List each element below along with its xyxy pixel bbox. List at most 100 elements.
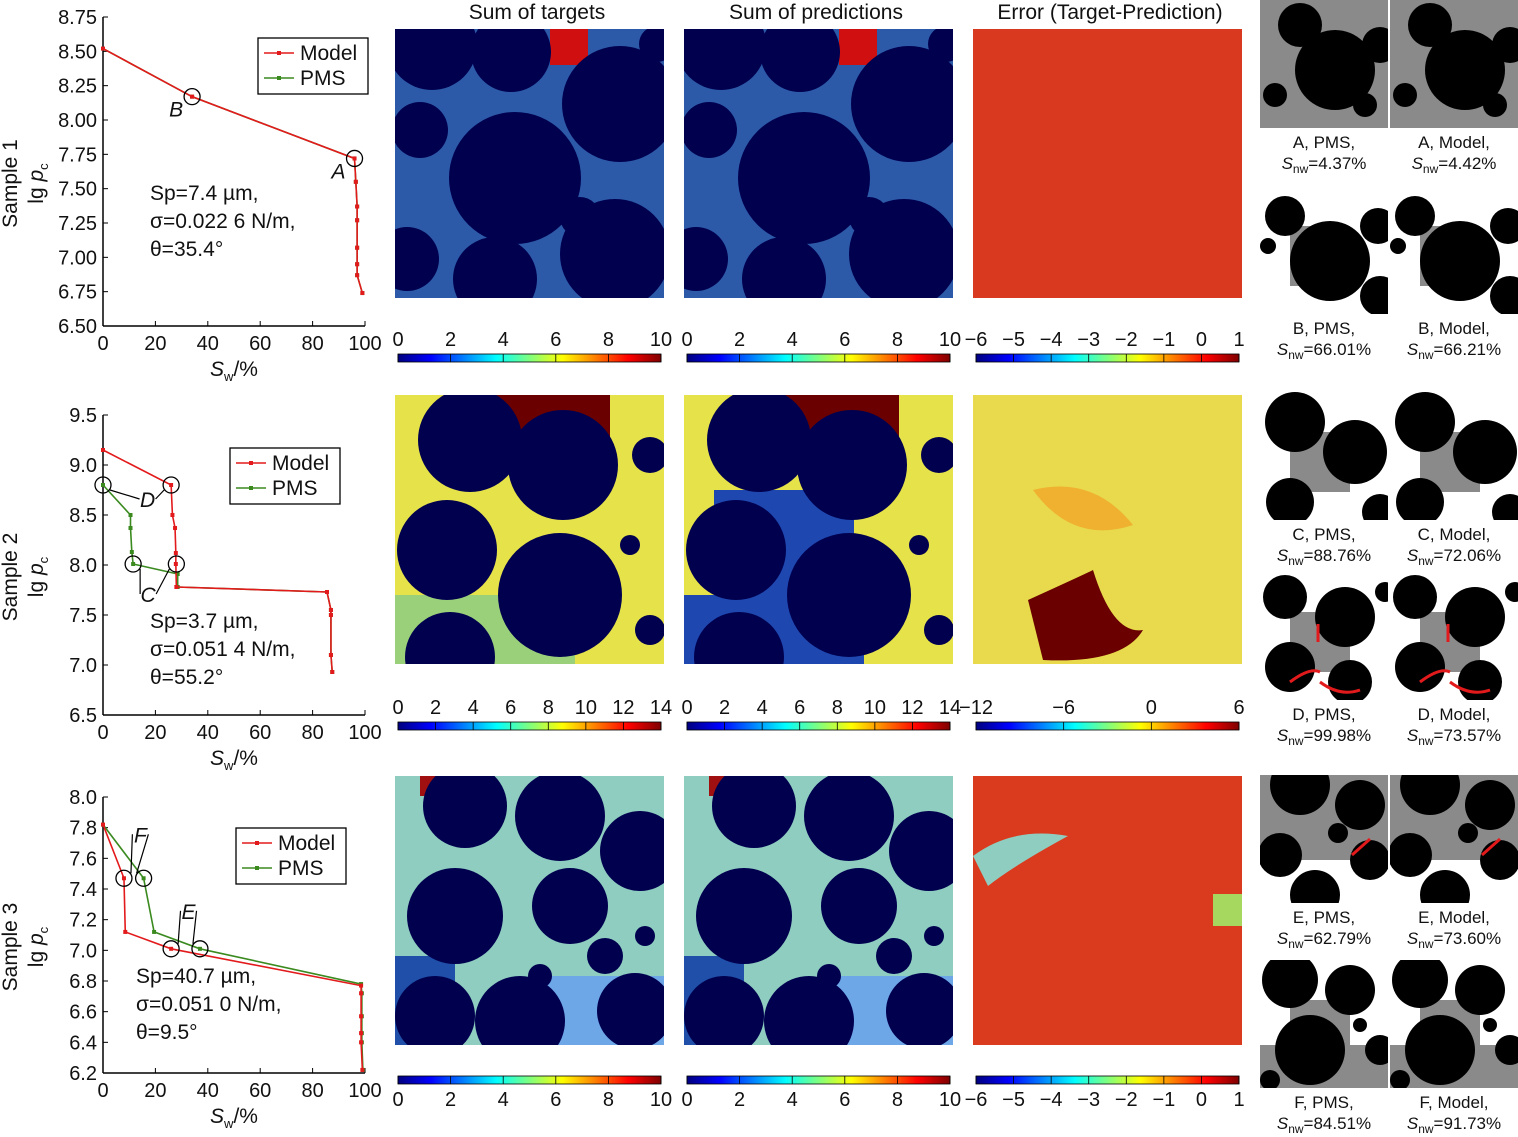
annotation-circle: [167, 555, 186, 573]
data-point-model: [328, 613, 333, 617]
thumbnail-a-pms: A, PMS, Snw=4.37%: [1260, 0, 1388, 176]
colorbar-tick-label: 0: [1196, 329, 1207, 351]
legend-marker: [277, 76, 281, 80]
thumbnail-caption-title: D, PMS,: [1292, 705, 1355, 724]
pore-body: [395, 976, 475, 1045]
pore-body: [407, 868, 503, 964]
x-tick-label: 80: [301, 333, 323, 355]
colorbar-bar: [397, 1075, 662, 1085]
data-point-model: [359, 991, 364, 996]
thumbnail-content: [1390, 392, 1518, 520]
annotation-label: C: [141, 584, 157, 607]
y-tick-label: 7.50: [58, 179, 97, 201]
thumbnail-caption-title: A, PMS,: [1293, 133, 1355, 152]
colorbar-tick-label: 10: [939, 329, 961, 351]
grain: [1392, 960, 1448, 1008]
colorbar-tick-label: 0: [681, 697, 692, 719]
colorbar-tick-label: 8: [603, 329, 614, 351]
parameter-text: θ=9.5°: [136, 1021, 198, 1044]
colorbar-tick-label: −4: [1040, 1089, 1063, 1111]
colorbar-tick-label: 6: [839, 329, 850, 351]
pore-body: [498, 533, 622, 657]
thumbnail-c-model: C, Model, Snw=72.06%: [1390, 392, 1518, 568]
grain: [1492, 494, 1518, 520]
annotation-circle: [191, 940, 209, 958]
annotation-circle: [134, 869, 153, 887]
grain: [1362, 494, 1388, 520]
colorbar-tick-label: −3: [1077, 1089, 1100, 1111]
thumbnail-caption-snw: Snw=62.79%: [1277, 929, 1371, 951]
pore-body: [787, 533, 911, 657]
grain: [1395, 196, 1435, 236]
x-tick-label: 60: [249, 722, 271, 744]
pore-body: [797, 410, 907, 520]
pore-body: [475, 976, 565, 1045]
y-tick-label: 6.8: [69, 971, 97, 993]
colorbar-tick-label: 10: [650, 1089, 672, 1111]
pc-chart-3: 0 20 40 60 80 100 6.2 6.4 6.6 6.8 7.0 7.2 7.4 7.6 7.8 8…: [0, 787, 382, 1131]
colorbar-bar: [397, 721, 662, 731]
pore-body: [635, 615, 664, 645]
colorbar-tick-label: 0: [1196, 1089, 1207, 1111]
pore-body: [508, 410, 618, 520]
heatmap-sample2-error: −12 −6 0 6: [959, 395, 1245, 731]
thumbnail-caption-snw: Snw=88.76%: [1277, 546, 1371, 568]
pore-body: [453, 237, 537, 298]
colorbar-bar: [686, 721, 951, 731]
series-line-model: [102, 47, 364, 294]
parameter-text: θ=55.2°: [150, 666, 223, 689]
thumbnail-content: [1260, 775, 1388, 903]
y-axis-label: lg pc: [25, 556, 51, 597]
thumbnail-caption-snw: Snw=72.06%: [1407, 546, 1501, 568]
thumbnail-content: [1390, 775, 1518, 903]
pc-chart-1: 0 20 40 60 80 100 6.50 6.75 7.00 7.25 7.50 7.75 8.00…: [0, 7, 382, 384]
colorbar-tick-label: −2: [1115, 1089, 1138, 1111]
colorbar-tick-label: 4: [787, 1089, 798, 1111]
colorbar-tick-label: −3: [1077, 329, 1100, 351]
colorbar-tick-label: −4: [1040, 329, 1063, 351]
pore-body: [600, 811, 664, 891]
pore-body: [560, 199, 664, 298]
annotation-leader: [155, 489, 165, 500]
x-tick-label: 40: [197, 1080, 219, 1102]
data-point-model: [359, 1031, 364, 1036]
annotation-label: E: [182, 901, 197, 924]
colorbar-tick-label: 0: [392, 1089, 403, 1111]
thumbnail-caption-title: B, Model,: [1418, 319, 1490, 338]
heatmap-sample3-targets: 0 2 4 6 8 10: [392, 776, 672, 1111]
annotation-label: A: [330, 160, 346, 183]
data-point-model: [359, 1014, 364, 1019]
grain: [1360, 276, 1388, 314]
colorbar-tick-label: 8: [543, 697, 554, 719]
x-axis-label: Sw/%: [210, 358, 258, 384]
pore-body: [449, 112, 581, 244]
colorbar-tick-label: 2: [445, 1089, 456, 1111]
annotation-circle: [183, 88, 201, 106]
heatmap-content: [684, 776, 953, 1045]
colorbar-tick-label: 2: [734, 1089, 745, 1111]
flow-arrow-icon: [1289, 669, 1321, 684]
data-point-model: [101, 822, 105, 827]
pore-body: [921, 437, 953, 473]
pore-body: [742, 237, 826, 298]
grain: [1362, 27, 1388, 63]
y-tick-label: 7.75: [58, 144, 97, 166]
grain: [1260, 1070, 1280, 1088]
grain: [1405, 1015, 1475, 1085]
grain: [1353, 1018, 1367, 1032]
pore-body: [471, 29, 551, 92]
grain: [1408, 3, 1452, 47]
pore-body: [694, 612, 784, 664]
grain: [1455, 965, 1505, 1015]
annotation-circle: [162, 476, 180, 494]
grain: [1395, 642, 1445, 692]
thumbnail-caption-title: E, PMS,: [1293, 908, 1355, 927]
colorbar-tick-label: 6: [505, 697, 516, 719]
colorbar-tick-label: −6: [965, 1089, 988, 1111]
thumbnail-caption-snw: Snw=4.37%: [1282, 154, 1367, 176]
pore-body: [924, 615, 953, 645]
grain: [1295, 30, 1375, 110]
grain: [1278, 3, 1322, 47]
grain: [1393, 575, 1437, 619]
